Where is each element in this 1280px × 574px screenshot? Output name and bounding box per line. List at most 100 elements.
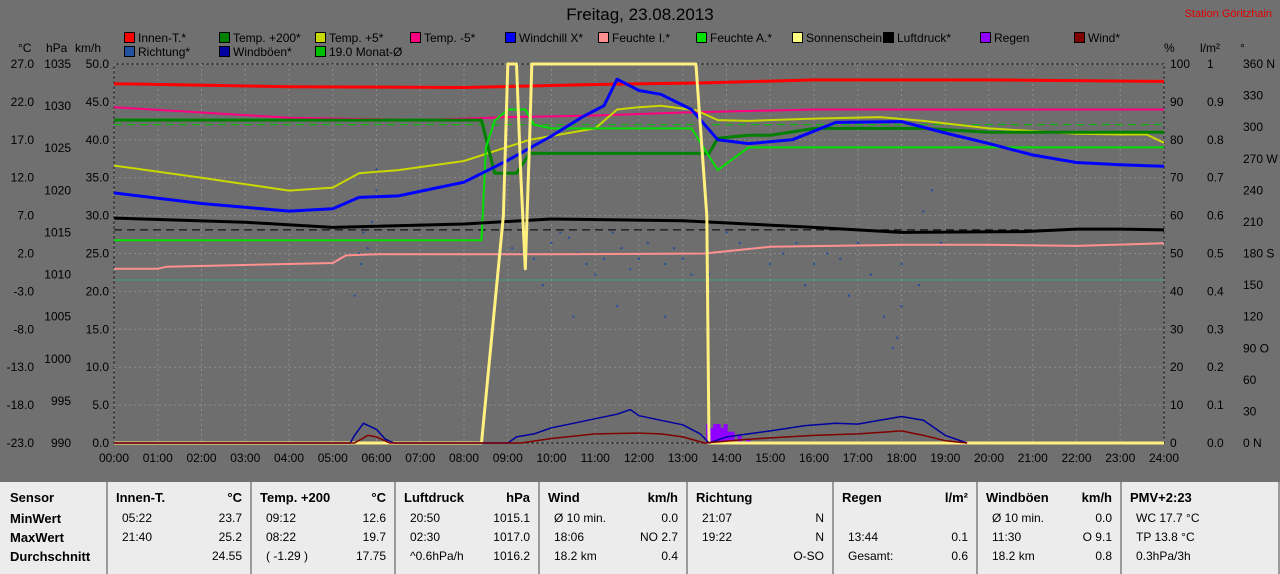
x-tick-label: 07:00 (405, 451, 435, 465)
series-line-1 (113, 106, 1164, 122)
legend-swatch (315, 32, 326, 43)
y-tick-wind_kmh: 15.0 (86, 322, 110, 336)
legend-label: Innen-T.* (138, 31, 187, 45)
legend-swatch (410, 32, 421, 43)
y-tick-temp_c: 2.0 (17, 247, 34, 261)
y-tick-pressure_hpa: 990 (51, 436, 71, 450)
table-row: 19:22 N (696, 530, 824, 548)
y-tick-humidity_pct: 30 (1170, 322, 1184, 336)
legend-label: Temp. +200* (233, 31, 301, 45)
legend-label: Luftdruck* (897, 31, 952, 45)
rain-bar (716, 424, 721, 443)
legend-label: Feuchte A.* (710, 31, 773, 45)
table-row: WC 17.7 °C (1130, 511, 1270, 529)
x-tick-label: 16:00 (799, 451, 829, 465)
cell-value: 24.55 (211, 549, 242, 563)
direction-point (769, 263, 772, 266)
statistics-table: Sensor MinWert MaxWert Durchschnitt Inne… (0, 482, 1280, 574)
cell-value: 0.4 (661, 549, 678, 563)
direction-point (358, 252, 360, 255)
column-header: PMV+2:23 (1130, 490, 1270, 505)
y-tick-direction_deg: 90 O (1243, 341, 1269, 355)
y-tick-humidity_pct: 50 (1170, 247, 1184, 261)
y-tick-humidity_pct: 70 (1170, 171, 1184, 185)
y-tick-rain_lm2: 1 (1207, 57, 1214, 71)
legend-swatch (124, 32, 135, 43)
cell-time: TP 13.8 °C (1136, 530, 1195, 544)
y-tick-humidity_pct: 20 (1170, 360, 1184, 374)
y-tick-direction_deg: 270 W (1243, 152, 1278, 166)
y-tick-rain_lm2: 0.3 (1207, 322, 1224, 336)
cell-time: 18.2 km (992, 549, 1035, 563)
cell-value: 0.8 (1095, 549, 1112, 563)
y-tick-humidity_pct: 90 (1170, 95, 1184, 109)
y-tick-temp_c: 17.0 (11, 133, 35, 147)
series-line-3 (114, 118, 1164, 175)
direction-point (559, 231, 562, 234)
table-row: ^0.6hPa/h 1016.2 (404, 549, 530, 567)
cell-time: 18.2 km (554, 549, 597, 563)
y-tick-humidity_pct: 100 (1170, 57, 1190, 71)
series-lines (113, 62, 1165, 445)
legend-label: Regen (994, 31, 1030, 45)
cell-value: O-SO (793, 549, 824, 563)
legend-swatch (883, 32, 894, 43)
unit-kmh: km/h (75, 41, 102, 55)
direction-point (725, 231, 728, 234)
direction-point (568, 236, 570, 239)
series-line-4 (114, 108, 1164, 242)
y-tick-temp_c: 7.0 (17, 209, 34, 223)
legend-swatch (792, 32, 803, 43)
direction-point (839, 257, 842, 260)
cell-value: 23.7 (218, 511, 242, 525)
cell-value: 0.0 (661, 511, 678, 525)
table-row: 18.2 km 0.4 (548, 549, 678, 567)
x-tick-label: 05:00 (318, 451, 348, 465)
y-tick-direction_deg: 300 (1243, 120, 1263, 134)
legend-item: Wind* (1074, 31, 1120, 45)
y-tick-pressure_hpa: 995 (51, 394, 71, 408)
legend-item: Sonnenschein (792, 31, 882, 45)
y-tick-pressure_hpa: 1000 (44, 352, 71, 366)
table-row: 13:44 0.1 (842, 530, 968, 548)
cell-value: 19.7 (362, 530, 386, 544)
direction-point (681, 257, 684, 260)
table-row: 20:50 1015.1 (404, 511, 530, 529)
rain-bar (730, 431, 735, 443)
y-tick-pressure_hpa: 1020 (44, 183, 71, 197)
x-tick-label: 00:00 (99, 451, 129, 465)
cell-time: Ø 10 min. (554, 511, 607, 525)
direction-point (939, 241, 942, 244)
column-title: Innen-T. (116, 490, 166, 505)
cell-value: 0.6 (951, 549, 968, 563)
direction-point (673, 247, 675, 250)
table-row: 11:30 O 9.1 (986, 530, 1112, 548)
y-tick-humidity_pct: 60 (1170, 209, 1184, 223)
y-tick-pressure_hpa: 1010 (44, 268, 71, 282)
direction-point (931, 189, 934, 192)
direction-point (620, 247, 623, 250)
direction-point (585, 263, 588, 266)
direction-point (883, 315, 885, 318)
y-tick-temp_c: -18.0 (7, 398, 35, 412)
legend-item: Luftdruck* (883, 31, 951, 45)
table-column: Windböen km/h Ø 10 min. 0.0 11:30 O 9.1 18.2 k… (978, 482, 1122, 574)
table-row: 24.55 (116, 549, 242, 567)
direction-point (611, 231, 614, 234)
cell-value: 1015.1 (493, 511, 530, 525)
cell-value: N (815, 530, 824, 544)
cell-time: 02:30 (410, 530, 441, 544)
y-tick-wind_kmh: 40.0 (86, 133, 110, 147)
y-tick-rain_lm2: 0.7 (1207, 171, 1224, 185)
y-tick-pressure_hpa: 1035 (44, 57, 71, 71)
direction-point (603, 257, 605, 260)
direction-point (594, 273, 597, 276)
direction-point (371, 220, 374, 223)
legend-swatch (315, 46, 326, 57)
column-title: Luftdruck (404, 490, 464, 505)
table-row: Ø 10 min. 0.0 (548, 511, 678, 529)
y-tick-rain_lm2: 0.8 (1207, 133, 1224, 147)
y-tick-wind_kmh: 50.0 (86, 57, 110, 71)
unit-lm2: l/m² (1200, 41, 1220, 55)
cell-value: 1016.2 (493, 549, 530, 563)
